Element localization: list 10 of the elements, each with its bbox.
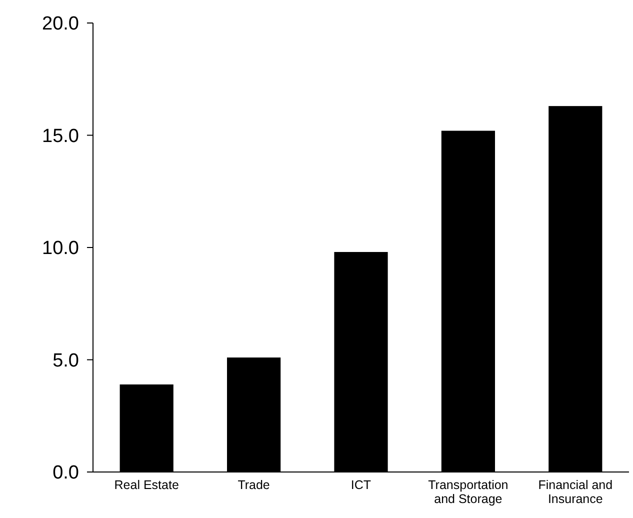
x-tick-label: ICT	[350, 478, 372, 492]
y-tick-label: 10.0	[42, 238, 79, 260]
y-tick-label: 20.0	[42, 14, 79, 35]
y-tick-label: 15.0	[42, 126, 79, 147]
x-tick-label: Trade	[238, 478, 270, 492]
x-tick-label: Real Estate	[114, 478, 179, 492]
x-tick-label: Transportation and Storage	[428, 478, 508, 506]
x-tick-label: Financial and Insurance	[538, 478, 613, 506]
y-tick-label: 0.0	[52, 462, 79, 484]
y-tick-label: 5.0	[52, 350, 79, 372]
